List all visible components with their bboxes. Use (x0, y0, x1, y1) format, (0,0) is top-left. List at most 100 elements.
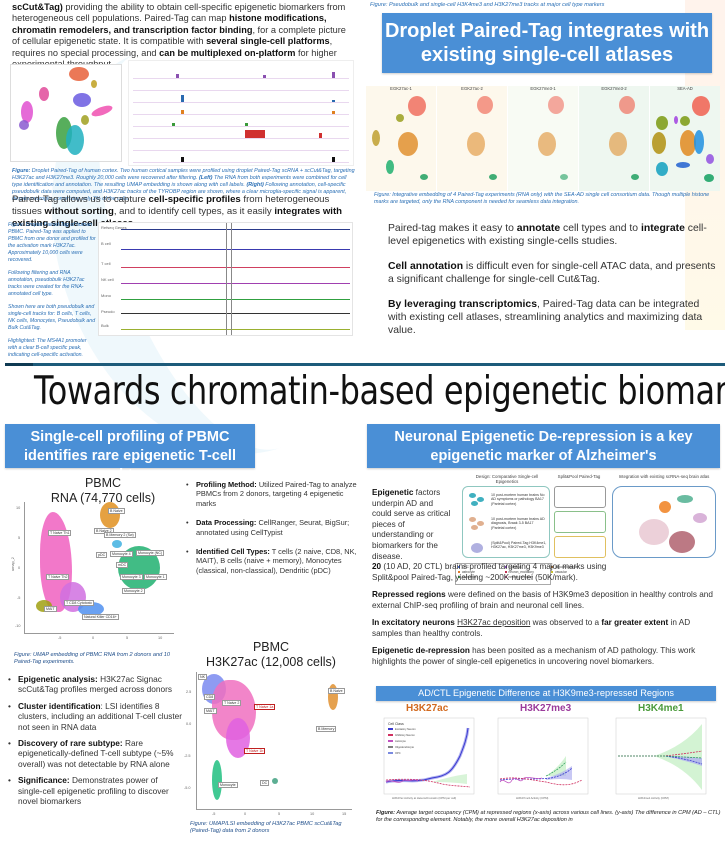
axis-tick: -5.0 (184, 786, 191, 790)
emphasis-text: several single-cell platforms (206, 36, 330, 47)
emphasis-text: without sorting (44, 206, 114, 217)
svg-text:Inhibitory Neuron: Inhibitory Neuron (395, 733, 415, 737)
axis-tick: -10 (15, 624, 21, 628)
umap-panel-title: EGK27ac-2 (461, 86, 483, 91)
legend-item: microglia (504, 565, 549, 570)
caption-left-tag: (Left) (198, 175, 213, 181)
cluster-label: B Naive (328, 688, 345, 694)
umap-panel: SEA-AD (650, 86, 720, 191)
intro-text: scCut&Tag) providing the ability to obta… (0, 0, 362, 70)
split-pool-panel-title: Split&Pool Paired-Tag (557, 474, 601, 479)
body-text: in AD samples than healthy controls. (372, 618, 691, 638)
caption-chart: Figure: Average target occupancy (CPM) a… (376, 810, 721, 824)
legend-item: chandelier (458, 575, 502, 580)
body-text: from heterogeneous tissues (12, 194, 330, 217)
cortex-umap-plot (10, 64, 122, 162)
axis-tick: 0 (244, 812, 247, 816)
legend-label: microglia (508, 565, 522, 569)
pbmc-genome-tracks: Refseq Genes B cell T cell NK cell Mono … (98, 222, 353, 336)
legend-item: oligodendrocyte (551, 565, 595, 570)
axis-tick: 10 (158, 636, 163, 640)
chart-title-h3k27me3: H3K27me3 (520, 703, 572, 714)
axis-tick: 0.0 (186, 722, 192, 726)
bullet-text: Utilized Paired-Tag to analyze PBMCs fro… (196, 480, 357, 508)
plot-title-line: PBMC (252, 640, 290, 654)
caption-label: Figure: (12, 168, 31, 174)
pbmc-findings-bullets: Epigenetic analysis: H3K27ac Signac scCu… (8, 674, 184, 812)
bullet-heading: Profiling Method: (196, 480, 257, 489)
caption-text: The RNA from both experiments were combi… (12, 175, 347, 188)
emphasis-text: By leveraging transcriptomics (388, 299, 537, 310)
body-text: , for a complete picture of cellular epi… (12, 24, 346, 47)
split-pool-step-2 (554, 511, 606, 533)
track-label: Mono (101, 293, 112, 298)
cluster-label: MAIT (204, 708, 217, 714)
caption-text: Average target occupancy (CPM) at repres… (376, 810, 721, 823)
caption-pbmc-tracks: Figure: Droplet Paired-Tag of human PBMC… (8, 222, 96, 365)
plot-title-line: H3K27ac (12,008 cells) (206, 655, 336, 669)
design-item: 10 post-mortem human brains No AD sympto… (491, 493, 545, 506)
cluster-label-highlighted: T Naive 1b (244, 748, 266, 754)
caption-text: Figure: UMAP/LSI embedding of H3K27ac PB… (190, 821, 342, 834)
cluster-label: DC (260, 780, 270, 786)
emphasis-text: Cell annotation (388, 261, 464, 272)
body-text: is difficult even for single-cell ATAC d… (388, 261, 716, 285)
pbmc-method-bullets: Profiling Method: Utilized Paired-Tag to… (186, 480, 361, 585)
body-text: , requires no special processing, and (12, 36, 333, 58)
main-title: Towards chromatin-based epigenetic bioma… (34, 369, 725, 414)
axis-tick: 5 (126, 636, 129, 640)
track-label: T cell (101, 261, 111, 266)
caption-h3k27ac-umap: Figure: UMAP/LSI embedding of H3K27ac PB… (190, 821, 360, 835)
legend-label: OPC (462, 565, 469, 569)
legend-item: neuron_excitatory (504, 570, 549, 575)
section-atlas-integration: Figure: Pseudobulk and single-cell H3K4m… (362, 0, 725, 340)
caption-paragraph: Highlighted: The MS4A1 promoter with a c… (8, 338, 87, 358)
caption-label: Figure: (376, 810, 395, 816)
cluster-label: mDC (116, 562, 129, 568)
chart-title-h3k27ac: H3K27ac (406, 703, 449, 714)
legend-label: chandelier (462, 575, 477, 579)
emphasis-text: annotate (516, 223, 561, 234)
track-label: Pseudo (101, 309, 115, 314)
legend-item: astrocyte (458, 570, 502, 575)
cluster-label: MAIT (44, 606, 57, 612)
chart-title-h3k4me1: H3K4me1 (638, 703, 684, 714)
h3k27ac-plot-title: PBMC H3K27ac (12,008 cells) (196, 640, 346, 670)
umap-panel-title: EGK27ac-1 (390, 86, 412, 91)
emphasis-text: 20 (372, 562, 382, 571)
bullet-text: : LSI identifies 8 clusters, including a… (18, 700, 183, 732)
bullet-heading: Discovery of rare subtype: (18, 738, 123, 749)
axis-tick: -5 (58, 636, 62, 640)
body-text: factors underpin AD and could serve as c… (372, 488, 451, 561)
caption-paragraph: Figure: Droplet Paired-Tag of human PBMC… (8, 222, 96, 263)
track-label: B cell (101, 241, 111, 246)
legend-label: vascular (555, 570, 567, 574)
integration-panel-title: Integration with existing scRNA-seq brai… (618, 474, 710, 479)
split-pool-step-3 (554, 536, 606, 558)
umap-panel: EGK27ac-1 (366, 86, 436, 191)
cluster-label: T Naive 2 (222, 700, 242, 706)
bullet-item: Data Processing: CellRanger, Seurat, Big… (186, 518, 361, 537)
legend-label: astrocyte (462, 570, 475, 574)
body-text: (10 AD, 20 CTL) brains profiled targetin… (372, 562, 607, 582)
body-text: has been posited as a mechanism of AD pa… (372, 646, 696, 666)
cluster-label: B Naive 2 (94, 528, 114, 534)
figure-cortex (6, 58, 356, 168)
emphasis-text: integrates with existing single-cell atl… (12, 206, 343, 229)
axis-tick: -5 (212, 812, 216, 816)
section-pbmc-profiling: Single-cell profiling of PBMC identifies… (0, 418, 362, 843)
axis-tick: 0 (92, 636, 95, 640)
svg-text:H3K27me3 Activity (CPM): H3K27me3 Activity (CPM) (516, 796, 548, 800)
cluster-label: Monocyte (218, 782, 238, 788)
chart-h3k27me3: H3K27me3 Activity (CPM) (486, 716, 590, 806)
caption-text: Droplet Paired-Tag of human cortex. Two … (12, 168, 355, 181)
caption-paragraph: Shown here are both pseudobulk and singl… (8, 304, 96, 331)
paragraph-annotate: Paired-tag makes it easy to annotate cel… (388, 222, 718, 248)
paragraph-transcriptomics: By leveraging transcriptomics, Paired-Ta… (388, 298, 718, 337)
bullet-item: Cluster identification: LSI identifies 8… (8, 701, 184, 732)
chart-h3k27ac-svg: Cell Class Excitatory Neuron Inhibitory … (383, 717, 475, 800)
axis-tick: 0 (18, 566, 21, 570)
emphasis-text: integrate (640, 223, 685, 234)
cluster-label: Natural Killer CD16+ (82, 614, 119, 620)
chart-banner: AD/CTL Epigenetic Difference at H3K9me3-… (376, 686, 716, 701)
